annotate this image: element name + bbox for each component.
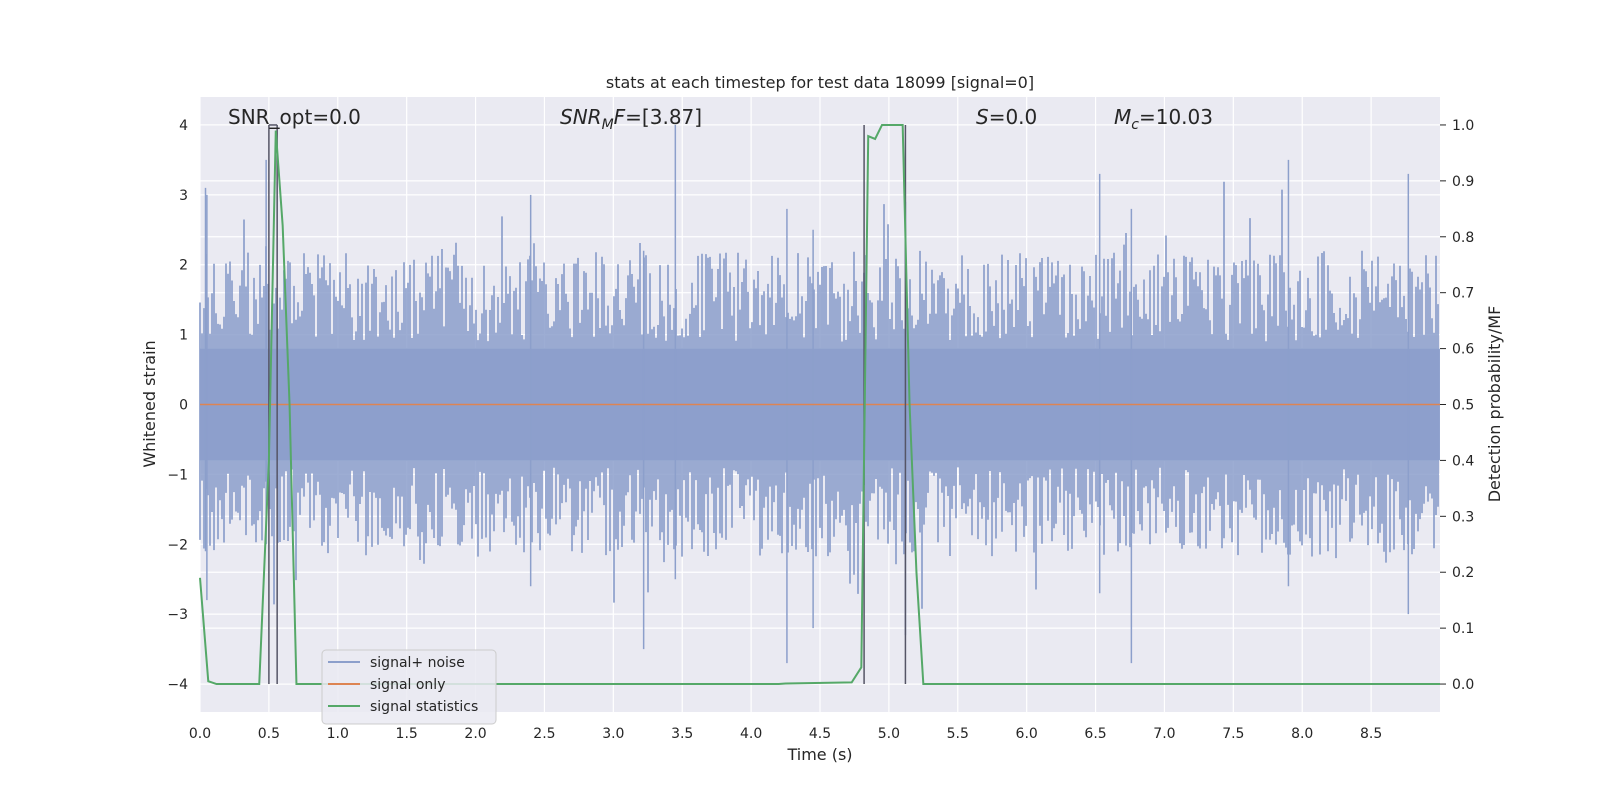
y-tick-label: 0 (179, 398, 188, 414)
x-tick-label: 1.5 (396, 726, 418, 742)
y-right-tick-label: 0.8 (1452, 230, 1474, 246)
y-right-tick-label: 0.4 (1452, 453, 1474, 469)
y-right-tick-label: 0.7 (1452, 286, 1474, 302)
snr-mf-ital2: F (614, 105, 626, 129)
y-right-tick-labels: 1.0 0.9 0.8 0.7 0.6 0.5 0.4 0.3 0.2 0.1 0.0 (1440, 118, 1474, 693)
y-right-tick-label: 0.1 (1452, 621, 1474, 637)
annotation-mc: Mc=10.03 (1114, 105, 1213, 133)
y-right-tick-label: 0.0 (1452, 677, 1474, 693)
legend-label-noise: signal+ noise (370, 655, 465, 671)
snr-mf-main: SNR (560, 105, 602, 129)
y-right-tick-label: 0.5 (1452, 398, 1474, 414)
y-right-tick-label: 1.0 (1452, 118, 1474, 134)
snr-mf-value: =[3.87] (625, 105, 702, 129)
signal-statistics-series (199, 123, 1440, 686)
x-tick-label: 0.0 (189, 726, 211, 742)
y-axis-title: Whitened strain (140, 340, 159, 467)
x-tick-label: 4.5 (809, 726, 831, 742)
legend-box (321, 649, 497, 725)
x-tick-label: 4.0 (740, 726, 762, 742)
y-tick-label: −3 (167, 607, 188, 623)
chart-title: stats at each timestep for test data 180… (606, 73, 1034, 92)
y-tick-label: −4 (167, 677, 188, 693)
snr-mf-sub: M (602, 117, 614, 133)
s-value: =0.0 (989, 105, 1038, 129)
y-tick-labels: 4 3 2 1 0 −1 −2 −3 −4 (167, 118, 188, 693)
x-tick-label: 3.5 (671, 726, 693, 742)
x-tick-label: 8.5 (1360, 726, 1382, 742)
annotation-s: S=0.0 (976, 105, 1037, 129)
x-tick-label: 2.5 (533, 726, 555, 742)
y-tick-label: 4 (179, 118, 188, 134)
x-axis-title: Time (s) (786, 745, 852, 764)
y-tick-label: 2 (179, 258, 188, 274)
x-tick-label: 3.0 (602, 726, 624, 742)
y-tick-label: −2 (167, 537, 188, 553)
y-right-tick-label: 0.6 (1452, 342, 1474, 358)
mc-value: =10.03 (1139, 105, 1213, 129)
signal-statistics-line (199, 123, 1440, 686)
y-tick-label: −1 (167, 467, 188, 483)
annotation-snr-mf: SNRMF=[3.87] (560, 105, 702, 133)
x-tick-label: 7.0 (1153, 726, 1175, 742)
y-tick-label: 3 (179, 188, 188, 204)
x-tick-labels: 0.0 0.5 1.0 1.5 2.0 2.5 3.0 3.5 4.0 4.5 5.0 5.5 6.0 6… (189, 726, 1382, 742)
y-right-tick-label: 0.2 (1452, 565, 1474, 581)
y-tick-label: 1 (179, 328, 188, 344)
x-tick-label: 5.0 (878, 726, 900, 742)
mc-sub: c (1131, 117, 1139, 133)
s-main: S (976, 105, 989, 129)
y-right-axis-title: Detection probability/MF (1485, 306, 1504, 503)
x-tick-label: 7.5 (1222, 726, 1244, 742)
mc-main: M (1114, 105, 1131, 129)
y-right-tick-label: 0.9 (1452, 174, 1474, 190)
y-right-tick-label: 0.3 (1452, 509, 1474, 525)
legend-label-signal-only: signal only (370, 677, 445, 693)
legend: signal+ noise signal only signal statist… (321, 649, 497, 725)
x-tick-label: 6.0 (1016, 726, 1038, 742)
x-tick-label: 5.5 (947, 726, 969, 742)
x-tick-label: 2.0 (464, 726, 486, 742)
legend-label-statistics: signal statistics (370, 699, 478, 715)
annotation-snr-opt: SNR_opt=0.0 (228, 105, 361, 129)
x-tick-label: 8.0 (1291, 726, 1313, 742)
x-tick-label: 6.5 (1084, 726, 1106, 742)
x-tick-label: 0.5 (258, 726, 280, 742)
x-tick-label: 1.0 (327, 726, 349, 742)
